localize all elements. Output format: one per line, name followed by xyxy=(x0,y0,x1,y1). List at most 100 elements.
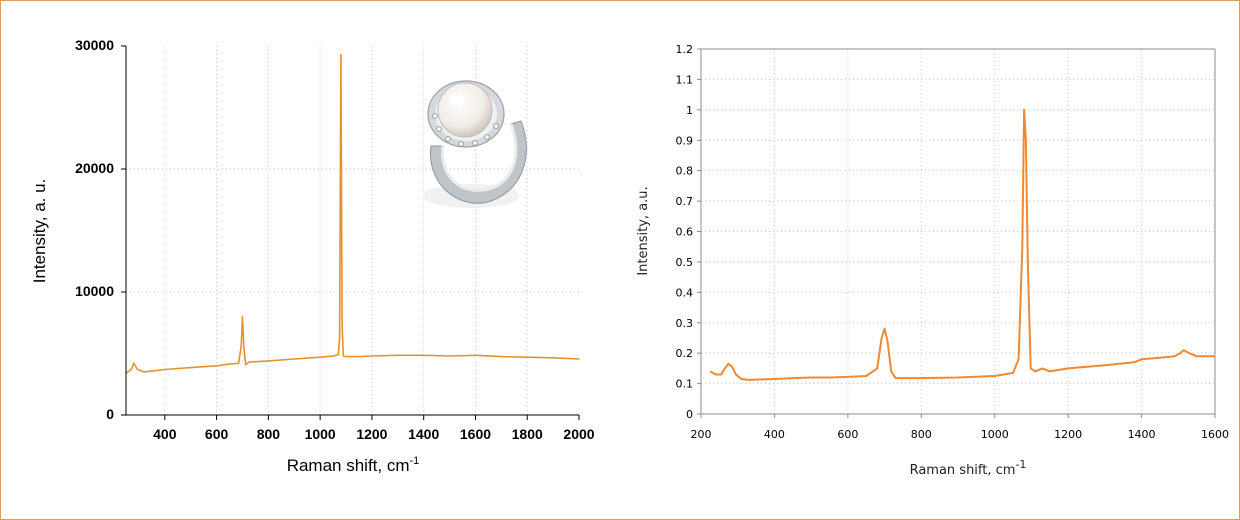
data-point xyxy=(1214,355,1216,357)
y-tick-label: 1.2 xyxy=(676,43,694,56)
y-tick-label: 0 xyxy=(686,408,693,421)
raman-spectrum-chart-right: 200 400 600 800 1000 1200 1400 1600 0 0.1 0.2 0.3 0.… xyxy=(636,43,1229,478)
data-point xyxy=(1104,364,1106,366)
data-point xyxy=(190,367,192,369)
data-point xyxy=(1133,361,1135,363)
data-point xyxy=(337,354,339,356)
data-point xyxy=(341,325,343,327)
y-tick-label: 20000 xyxy=(75,160,114,176)
data-point xyxy=(342,355,344,357)
data-point xyxy=(267,360,269,362)
data-point xyxy=(552,357,554,359)
x-tick-label: 2000 xyxy=(563,426,594,442)
data-point xyxy=(724,367,726,369)
y-tick-label: 0 xyxy=(106,406,114,422)
data-point xyxy=(339,338,341,340)
y-tick-label: 0.2 xyxy=(676,347,694,360)
data-point xyxy=(1179,352,1181,354)
x-tick-label: 1400 xyxy=(1128,428,1156,441)
x-tick-label: 1400 xyxy=(408,426,439,442)
data-point xyxy=(1034,370,1036,372)
data-point xyxy=(876,367,878,369)
data-point xyxy=(228,363,231,365)
x-tick-label: 1200 xyxy=(1054,428,1082,441)
x-tick-label: 600 xyxy=(205,426,229,442)
data-point xyxy=(890,370,892,372)
data-point xyxy=(397,354,399,356)
y-tick-label: 0.1 xyxy=(676,378,694,391)
data-point xyxy=(727,363,730,365)
right-y-axis-label: Intensity, a.u. xyxy=(636,186,651,275)
x-tick-label: 1000 xyxy=(981,428,1009,441)
y-tick-label: 0.5 xyxy=(676,256,694,269)
y-tick-label: 0.3 xyxy=(676,317,694,330)
data-point xyxy=(245,364,247,366)
left-y-axis-label: Intensity, a. u. xyxy=(30,179,49,284)
data-point xyxy=(731,366,733,368)
x-tick-label: 800 xyxy=(911,428,932,441)
right-x-axis-label: Raman shift, cm-1 xyxy=(910,458,1027,478)
y-tick-label: 10000 xyxy=(75,283,114,299)
data-point xyxy=(1025,139,1027,141)
data-point xyxy=(133,362,135,364)
raman-spectrum-chart-left: 400 600 800 1000 1200 1400 1600 1800 20000100002… xyxy=(30,37,595,475)
data-point xyxy=(881,337,883,339)
data-point xyxy=(241,316,244,318)
x-tick-label: 400 xyxy=(153,426,177,442)
x-tick-label: 1000 xyxy=(305,426,336,442)
data-point xyxy=(293,358,295,360)
data-point xyxy=(828,376,831,379)
data-point xyxy=(1188,352,1190,354)
x-tick-label: 600 xyxy=(837,428,858,441)
y-tick-label: 0.6 xyxy=(676,226,694,239)
data-point xyxy=(1049,370,1051,372)
y-tick-label: 0.8 xyxy=(676,165,694,178)
data-point xyxy=(1159,357,1161,359)
data-point xyxy=(847,376,849,378)
plot-frame xyxy=(700,48,1216,415)
data-point xyxy=(740,378,742,380)
data-point xyxy=(720,373,722,376)
data-point xyxy=(345,356,347,358)
data-point xyxy=(715,373,717,376)
data-point xyxy=(895,377,897,379)
x-tick-label: 1800 xyxy=(512,426,543,442)
data-point xyxy=(340,54,342,56)
data-point xyxy=(748,379,750,381)
right-x-axis-label-superscript: -1 xyxy=(1015,458,1026,471)
data-point xyxy=(1067,367,1069,369)
pearl-ring-image xyxy=(423,80,527,208)
spectrum-series-line xyxy=(125,53,580,374)
data-point xyxy=(865,375,867,377)
data-point xyxy=(137,368,139,371)
left-x-axis-label-text: Raman shift, cm xyxy=(287,456,410,475)
data-point xyxy=(886,340,889,342)
data-point xyxy=(449,355,451,357)
y-tick-label: 0.7 xyxy=(676,195,694,208)
data-point xyxy=(884,328,886,330)
data-point xyxy=(423,354,425,356)
data-point xyxy=(526,356,528,358)
data-point xyxy=(1196,355,1198,357)
data-point xyxy=(332,355,334,357)
x-tick-label: 800 xyxy=(257,426,281,442)
data-point xyxy=(1021,246,1023,248)
data-point xyxy=(238,362,240,364)
data-point xyxy=(500,356,502,358)
data-point xyxy=(773,378,775,380)
data-point xyxy=(810,376,812,379)
data-point xyxy=(143,371,145,373)
x-tick-label: 400 xyxy=(764,428,785,441)
data-point xyxy=(1018,358,1020,360)
data-point xyxy=(1141,358,1143,360)
data-point xyxy=(248,361,250,363)
data-point xyxy=(792,377,794,379)
data-point xyxy=(1174,355,1176,357)
right-x-axis-label-text: Raman shift, cm xyxy=(910,463,1016,478)
data-point xyxy=(240,345,242,347)
data-point xyxy=(319,356,321,358)
data-point xyxy=(358,356,360,358)
data-point xyxy=(957,376,959,379)
y-tick-label: 30000 xyxy=(75,37,114,53)
